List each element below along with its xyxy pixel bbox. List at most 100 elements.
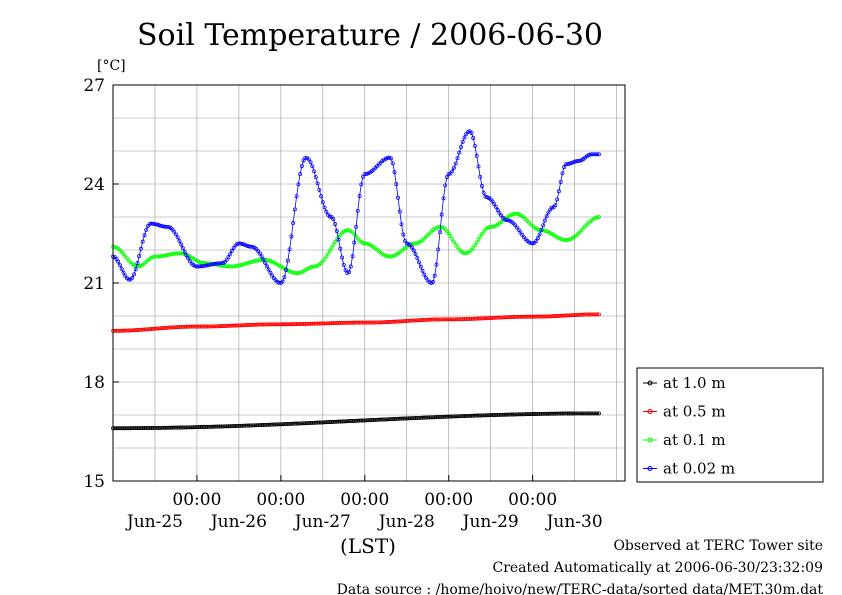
data-point [208, 262, 213, 267]
data-point [175, 235, 180, 240]
data-point [310, 264, 315, 269]
data-point [534, 239, 539, 243]
data-point [348, 264, 353, 269]
data-point [558, 236, 563, 241]
x-tick-time: 00:00 [340, 490, 389, 510]
data-point [469, 131, 474, 135]
data-point [445, 175, 449, 179]
y-axis-unit: [°C] [97, 58, 126, 74]
data-point [413, 241, 418, 246]
data-point [174, 232, 178, 237]
data-point [382, 252, 386, 257]
data-point [256, 249, 261, 254]
data-point [399, 222, 404, 227]
data-point [464, 251, 469, 256]
data-point [257, 251, 262, 256]
data-point [474, 240, 479, 245]
data-point [352, 240, 357, 245]
data-point [249, 244, 254, 249]
y-axis-ticks: 15 18 21 24 27 [83, 76, 119, 492]
data-point [410, 245, 414, 250]
data-point [268, 270, 273, 275]
data-point [462, 251, 467, 256]
x-tick-date: Jun-26 [209, 512, 267, 532]
data-point [303, 155, 308, 160]
data-point [389, 156, 393, 161]
data-point [443, 183, 448, 188]
legend-box [636, 367, 824, 483]
data-point [338, 246, 343, 251]
data-point [280, 279, 285, 284]
data-point [133, 267, 138, 272]
data-point [485, 195, 490, 200]
data-point [390, 254, 395, 259]
data-point [245, 244, 250, 248]
data-point [562, 165, 567, 170]
data-point [518, 230, 523, 235]
legend-swatch-marker [647, 437, 653, 443]
data-point [236, 241, 241, 246]
data-point [140, 239, 145, 244]
data-point [362, 172, 367, 177]
data-point [359, 182, 364, 187]
data-point [364, 171, 369, 176]
data-point [549, 205, 554, 210]
legend-label: at 0.1 m [663, 431, 726, 449]
data-point [347, 270, 352, 275]
data-point [413, 252, 418, 257]
data-point [417, 260, 421, 265]
data-point [446, 172, 451, 177]
data-point [289, 234, 294, 239]
data-point [595, 215, 600, 220]
data-point [298, 172, 303, 177]
data-point [556, 189, 561, 194]
data-point [355, 208, 360, 213]
data-point [317, 187, 322, 192]
data-point [494, 204, 498, 209]
data-point [558, 179, 563, 184]
data-point [563, 238, 568, 243]
data-point [560, 171, 565, 176]
data-point [597, 411, 602, 416]
data-point [324, 209, 329, 214]
data-point [586, 153, 591, 158]
data-point [452, 165, 456, 170]
data-point [490, 199, 495, 204]
data-point [153, 222, 157, 227]
y-tick-label: 27 [83, 76, 105, 96]
footer-created: Created Automatically at 2006-06-30/23:3… [492, 560, 823, 576]
data-point [560, 237, 565, 242]
data-point [473, 243, 477, 248]
data-point [362, 241, 367, 246]
data-point [313, 264, 318, 269]
data-point [343, 268, 348, 273]
data-point [441, 196, 446, 201]
data-point [345, 270, 350, 275]
data-point [172, 229, 177, 234]
data-point [336, 237, 341, 242]
data-point [490, 224, 495, 229]
data-point [132, 272, 136, 277]
data-point [431, 280, 435, 284]
data-point [266, 258, 271, 263]
data-point [334, 229, 339, 233]
data-point [168, 252, 173, 257]
data-point [492, 224, 497, 229]
data-point [277, 280, 282, 285]
data-point [383, 253, 388, 258]
data-point [312, 264, 317, 269]
data-point [535, 236, 540, 241]
data-point [364, 241, 369, 246]
data-point [357, 194, 362, 199]
data-point [233, 264, 238, 269]
data-point [488, 224, 493, 229]
data-point [506, 218, 511, 223]
data-point [513, 211, 518, 216]
data-point [397, 209, 402, 214]
data-point [250, 259, 255, 264]
data-point [165, 224, 170, 229]
y-tick-label: 21 [83, 274, 105, 294]
data-point [565, 162, 570, 167]
data-point [507, 213, 512, 218]
